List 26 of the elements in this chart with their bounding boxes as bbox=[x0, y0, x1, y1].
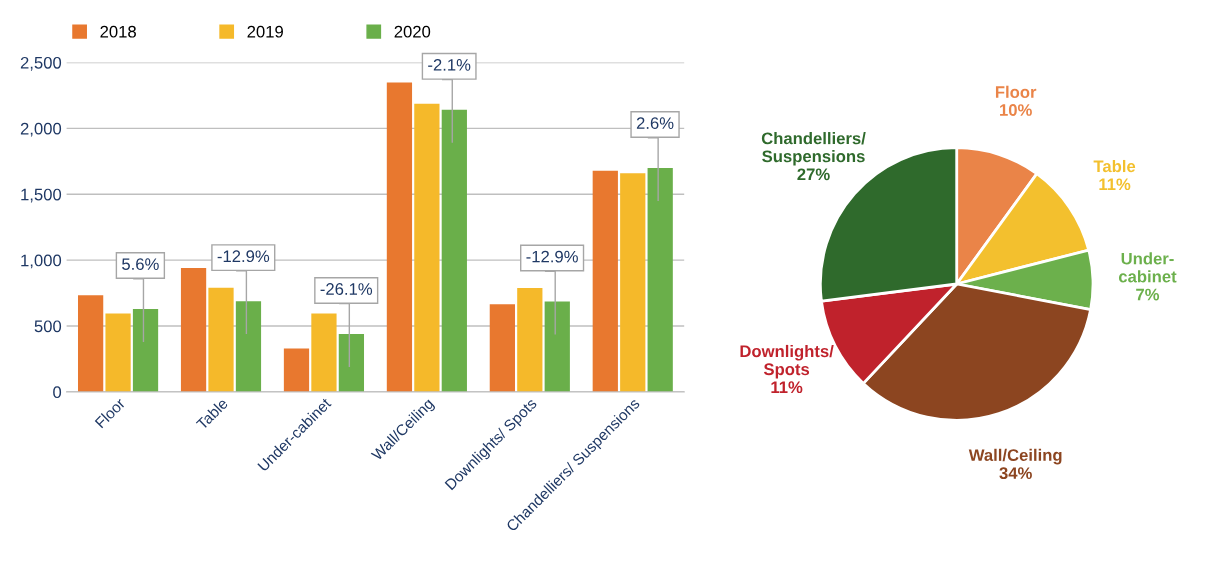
annotation: 2.6% bbox=[636, 117, 674, 130]
annotation: -12.9% bbox=[526, 250, 578, 263]
y-tick-label: 2,500 bbox=[20, 56, 62, 71]
y-tick-label: 1,500 bbox=[21, 188, 62, 203]
slice-label: Table bbox=[1093, 159, 1136, 173]
data-label: 11% bbox=[1099, 178, 1131, 191]
y-tick-label: 0 bbox=[53, 386, 62, 399]
slice-label: Under- cabinet bbox=[1118, 252, 1177, 283]
slice-label: Downlights/ Spots bbox=[740, 344, 834, 379]
annotation: -26.1% bbox=[320, 283, 373, 295]
y-tick-label: 2,000 bbox=[20, 122, 62, 137]
slice-label: Chandelliers/ Suspensions bbox=[761, 132, 866, 166]
legend-label: 2019 bbox=[247, 25, 283, 38]
y-tick-label: 500 bbox=[34, 320, 62, 333]
data-label: 10% bbox=[1000, 104, 1032, 116]
annotation: 5.6% bbox=[122, 258, 159, 271]
y-tick-label: 1,000 bbox=[21, 254, 62, 269]
data-label: 27% bbox=[797, 168, 830, 181]
annotation: -2.1% bbox=[428, 58, 471, 71]
slice-label: Floor bbox=[995, 85, 1037, 98]
legend-label: 2018 bbox=[100, 25, 136, 38]
data-label: 11% bbox=[771, 381, 803, 394]
data-label: 7% bbox=[1136, 288, 1160, 301]
annotation: -12.9% bbox=[217, 250, 270, 263]
data-label: 34% bbox=[999, 467, 1032, 480]
legend-label: 2020 bbox=[394, 25, 431, 38]
